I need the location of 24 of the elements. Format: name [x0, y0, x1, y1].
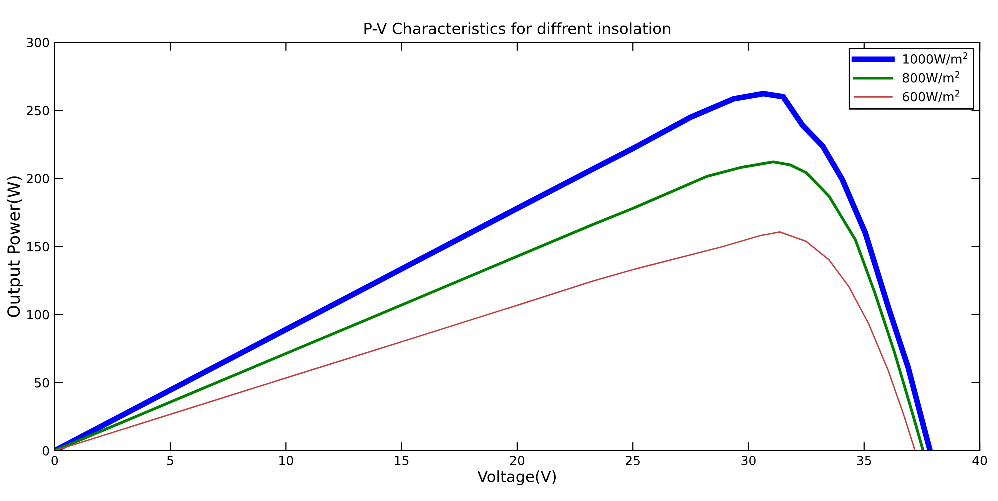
legend-label: 1000W/m$^{2}$	[904, 52, 968, 65]
x-axis-title: Voltage(V)	[478, 470, 556, 486]
y-tick-label: 0	[42, 446, 50, 456]
y-axis-title: Output Power(W)	[7, 176, 24, 318]
x-tick-label: 30	[742, 456, 756, 466]
y-tick-label: 150	[28, 242, 50, 252]
line-series	[54, 160, 925, 451]
y-tick-label: 200	[27, 174, 50, 184]
x-tick-label: 20	[510, 456, 525, 466]
x-tick-label: 40	[972, 456, 988, 466]
chart-title: P-V Characteristics for diffrent insolation	[364, 22, 670, 34]
x-tick-label: 25	[626, 456, 640, 466]
x-tick-label: 10	[280, 456, 294, 466]
x-tick-label: 15	[395, 456, 409, 466]
legend-label: 600W/m$^{2}$	[903, 90, 960, 103]
line-series	[54, 231, 916, 451]
x-tick-label: 0	[52, 456, 58, 466]
y-tick-label: 100	[28, 310, 50, 320]
x-tick-label: 35	[857, 456, 872, 466]
legend-label: 800W/m$^{2}$	[903, 71, 960, 84]
y-tick-label: 300	[27, 38, 50, 48]
y-tick-label: 250	[27, 106, 50, 116]
y-tick-label: 50	[35, 378, 50, 388]
x-tick-label: 5	[168, 456, 174, 466]
